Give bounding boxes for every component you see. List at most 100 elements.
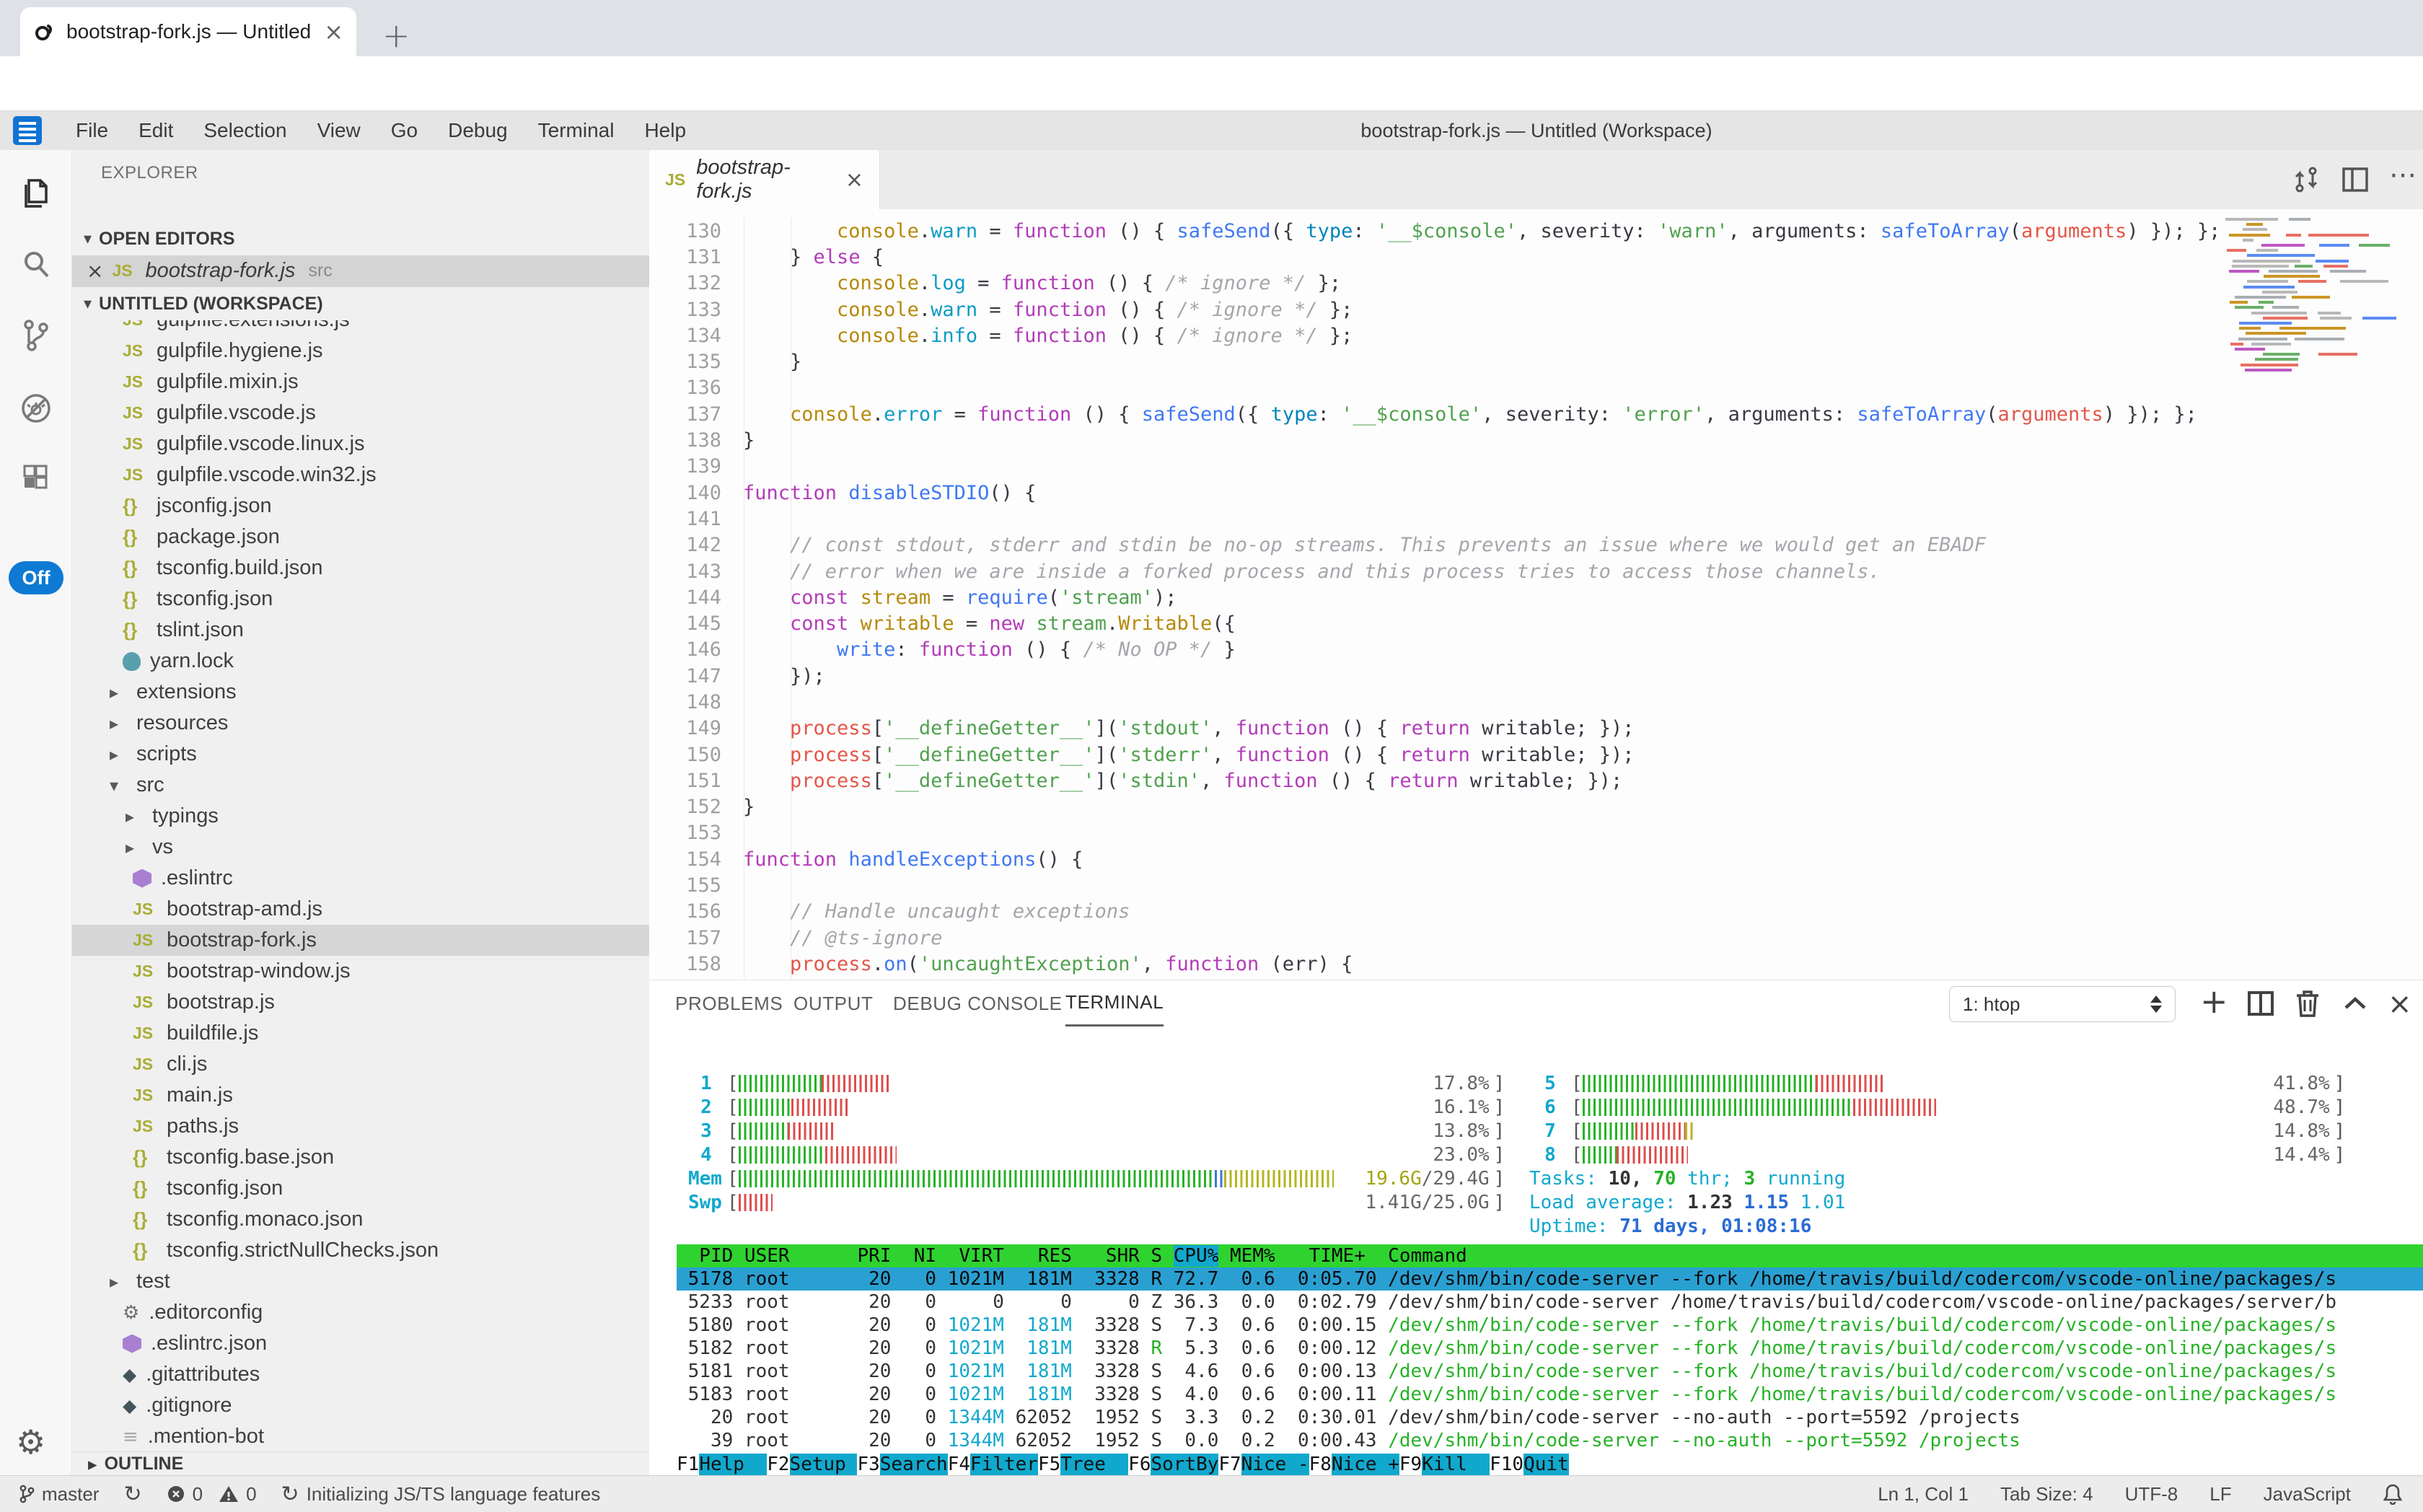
tree-item-.gitignore[interactable]: ◆ .gitignore bbox=[72, 1390, 649, 1421]
code-area[interactable]: 130 console.warn = function () { safeSen… bbox=[649, 218, 2225, 980]
tree-item-bootstrap.js[interactable]: JS bootstrap.js bbox=[72, 987, 649, 1018]
open-editor-item[interactable]: × JS bootstrap-fork.js src bbox=[72, 254, 649, 287]
tree-item-scripts[interactable]: ▸ scripts bbox=[72, 739, 649, 770]
terminal-select[interactable]: 1: htop bbox=[1949, 986, 2176, 1022]
fkey-F5[interactable]: F5 bbox=[1037, 1454, 1061, 1475]
fkey-F4[interactable]: F4 bbox=[947, 1454, 971, 1475]
settings-gear-icon[interactable]: ⚙ bbox=[16, 1423, 46, 1462]
tree-item-gulpfile.hygiene.js[interactable]: JS gulpfile.hygiene.js bbox=[72, 335, 649, 366]
source-control-icon[interactable] bbox=[19, 317, 53, 352]
menu-view[interactable]: View bbox=[317, 119, 361, 141]
tree-item-bootstrap-fork.js[interactable]: JS bootstrap-fork.js bbox=[72, 925, 649, 956]
fkey-F9[interactable]: F9 bbox=[1399, 1454, 1422, 1475]
tab-size[interactable]: Tab Size: 4 bbox=[2000, 1482, 2093, 1505]
tree-item-cli.js[interactable]: JS cli.js bbox=[72, 1049, 649, 1080]
outline-header[interactable]: ▸ OUTLINE bbox=[72, 1451, 649, 1475]
table-row[interactable]: 5178 root 20 0 1021M 181M 3328 R 72.7 0.… bbox=[677, 1267, 2423, 1291]
tree-item-buildfile.js[interactable]: JS buildfile.js bbox=[72, 1018, 649, 1049]
fkey-label[interactable]: Nice + bbox=[1331, 1454, 1399, 1475]
editor-tab[interactable]: JS bootstrap-fork.js × bbox=[649, 150, 880, 209]
tab-problems[interactable]: PROBLEMS bbox=[675, 992, 783, 1014]
fkey-label[interactable]: Quit bbox=[1523, 1454, 1569, 1475]
tree-item-vs[interactable]: ▸ vs bbox=[72, 832, 649, 863]
table-row[interactable]: 5233 root 20 0 0 0 0 Z 36.3 0.0 0:02.79 … bbox=[677, 1291, 2337, 1313]
maximize-panel-icon[interactable] bbox=[2340, 988, 2370, 1023]
tree-item-gulpfile.mixin.js[interactable]: JS gulpfile.mixin.js bbox=[72, 366, 649, 397]
menu-debug[interactable]: Debug bbox=[448, 119, 508, 141]
tree-item-test[interactable]: ▸ test bbox=[72, 1266, 649, 1297]
tree-item-yarn.lock[interactable]: yarn.lock bbox=[72, 646, 649, 677]
table-row[interactable]: 5180 root 20 0 1021M 181M 3328 S 7.3 0.6… bbox=[677, 1314, 2337, 1336]
sync-icon[interactable]: ↻ bbox=[123, 1481, 142, 1507]
menu-help[interactable]: Help bbox=[644, 119, 687, 141]
tree-item-tslint.json[interactable]: {} tslint.json bbox=[72, 615, 649, 646]
fkey-F2[interactable]: F2 bbox=[767, 1454, 790, 1475]
tree-item-.mention-bot[interactable]: ≡ .mention-bot bbox=[72, 1421, 649, 1451]
open-editors-header[interactable]: ▾ OPEN EDITORS bbox=[72, 222, 649, 255]
table-row[interactable]: 5182 root 20 0 1021M 181M 3328 R 5.3 0.6… bbox=[677, 1337, 2337, 1359]
extensions-icon[interactable] bbox=[19, 462, 53, 496]
tree-item-tsconfig.json[interactable]: {} tsconfig.json bbox=[72, 584, 649, 615]
minimap[interactable] bbox=[2225, 212, 2402, 977]
more-actions-icon[interactable]: ⋯ bbox=[2389, 159, 2417, 190]
fkey-F1[interactable]: F1 bbox=[677, 1454, 700, 1475]
fkey-F3[interactable]: F3 bbox=[857, 1454, 880, 1475]
close-panel-icon[interactable]: × bbox=[2388, 988, 2412, 1021]
search-icon[interactable] bbox=[19, 247, 53, 281]
table-row[interactable]: PID USER PRI NI VIRT RES SHR S CPU% MEM%… bbox=[677, 1244, 2423, 1267]
tree-item-extensions[interactable]: ▸ extensions bbox=[72, 677, 649, 708]
tree-item-typings[interactable]: ▸ typings bbox=[72, 801, 649, 832]
table-row[interactable]: 5181 root 20 0 1021M 181M 3328 S 4.6 0.6… bbox=[677, 1361, 2337, 1382]
fkey-F6[interactable]: F6 bbox=[1128, 1454, 1151, 1475]
tree-item-.eslintrc[interactable]: .eslintrc bbox=[72, 863, 649, 894]
tree-item-gulpfile.vscode.linux.js[interactable]: JS gulpfile.vscode.linux.js bbox=[72, 428, 649, 460]
tree-item-package.json[interactable]: {} package.json bbox=[72, 522, 649, 553]
menu-edit[interactable]: Edit bbox=[138, 119, 174, 141]
new-tab-button[interactable]: + bbox=[382, 16, 410, 55]
fkey-F8[interactable]: F8 bbox=[1309, 1454, 1332, 1475]
tree-item-bootstrap-amd.js[interactable]: JS bootstrap-amd.js bbox=[72, 894, 649, 925]
workspace-header[interactable]: ▾ UNTITLED (WORKSPACE) bbox=[72, 287, 649, 320]
split-editor-icon[interactable] bbox=[2340, 164, 2370, 198]
fkey-label[interactable]: Nice - bbox=[1241, 1454, 1309, 1475]
editor-tab-close-icon[interactable]: × bbox=[845, 167, 863, 193]
tree-item-tsconfig.monaco.json[interactable]: {} tsconfig.monaco.json bbox=[72, 1204, 649, 1235]
tree-item-gulpfile.vscode.win32.js[interactable]: JS gulpfile.vscode.win32.js bbox=[72, 460, 649, 491]
tree-item-gulpfile.vscode.js[interactable]: JS gulpfile.vscode.js bbox=[72, 397, 649, 428]
tree-item-bootstrap-window.js[interactable]: JS bootstrap-window.js bbox=[72, 956, 649, 987]
cursor-position[interactable]: Ln 1, Col 1 bbox=[1878, 1482, 1969, 1505]
fkey-label[interactable]: Kill bbox=[1422, 1454, 1490, 1475]
tree-item-main.js[interactable]: JS main.js bbox=[72, 1080, 649, 1111]
fkey-F10[interactable]: F10 bbox=[1490, 1454, 1524, 1475]
git-branch-item[interactable]: master bbox=[19, 1483, 99, 1506]
encoding[interactable]: UTF-8 bbox=[2124, 1482, 2178, 1505]
menu-selection[interactable]: Selection bbox=[203, 119, 287, 141]
tab-terminal[interactable]: TERMINAL bbox=[1065, 980, 1164, 1027]
problems-item[interactable]: 0 0 bbox=[167, 1483, 257, 1506]
tree-item-.eslintrc.json[interactable]: .eslintrc.json bbox=[72, 1328, 649, 1359]
tree-item-paths.js[interactable]: JS paths.js bbox=[72, 1111, 649, 1142]
table-row[interactable]: 39 root 20 0 1344M 62052 1952 S 0.0 0.2 … bbox=[677, 1430, 2020, 1451]
tree-item-tsconfig.strictNullChecks.json[interactable]: {} tsconfig.strictNullChecks.json bbox=[72, 1235, 649, 1266]
close-icon[interactable]: × bbox=[87, 258, 104, 283]
tree-item-jsconfig.json[interactable]: {} jsconfig.json bbox=[72, 491, 649, 522]
language-status-item[interactable]: ↻ Initializing JS/TS language features bbox=[281, 1481, 601, 1507]
open-changes-icon[interactable] bbox=[2291, 164, 2321, 198]
fkey-F7[interactable]: F7 bbox=[1218, 1454, 1241, 1475]
tab-close-icon[interactable]: × bbox=[324, 18, 343, 45]
fkey-label[interactable]: SortBy bbox=[1151, 1454, 1219, 1475]
fkey-label[interactable]: Tree bbox=[1060, 1454, 1129, 1475]
table-row[interactable]: 5183 root 20 0 1021M 181M 3328 S 4.0 0.6… bbox=[677, 1384, 2337, 1405]
split-terminal-icon[interactable] bbox=[2245, 988, 2277, 1023]
menu-file[interactable]: File bbox=[76, 119, 109, 141]
eol[interactable]: LF bbox=[2209, 1482, 2232, 1505]
app-logo-icon[interactable] bbox=[13, 116, 42, 145]
bell-icon[interactable] bbox=[2383, 1483, 2403, 1505]
fkey-label[interactable]: Search bbox=[879, 1454, 948, 1475]
fkey-label[interactable]: Filter bbox=[970, 1454, 1038, 1475]
tree-item-.gitattributes[interactable]: ◆ .gitattributes bbox=[72, 1359, 649, 1390]
language-mode[interactable]: JavaScript bbox=[2263, 1482, 2351, 1505]
tree-item-src[interactable]: ▾ src bbox=[72, 770, 649, 801]
tree-item-tsconfig.base.json[interactable]: {} tsconfig.base.json bbox=[72, 1142, 649, 1173]
explorer-icon[interactable] bbox=[19, 176, 53, 211]
